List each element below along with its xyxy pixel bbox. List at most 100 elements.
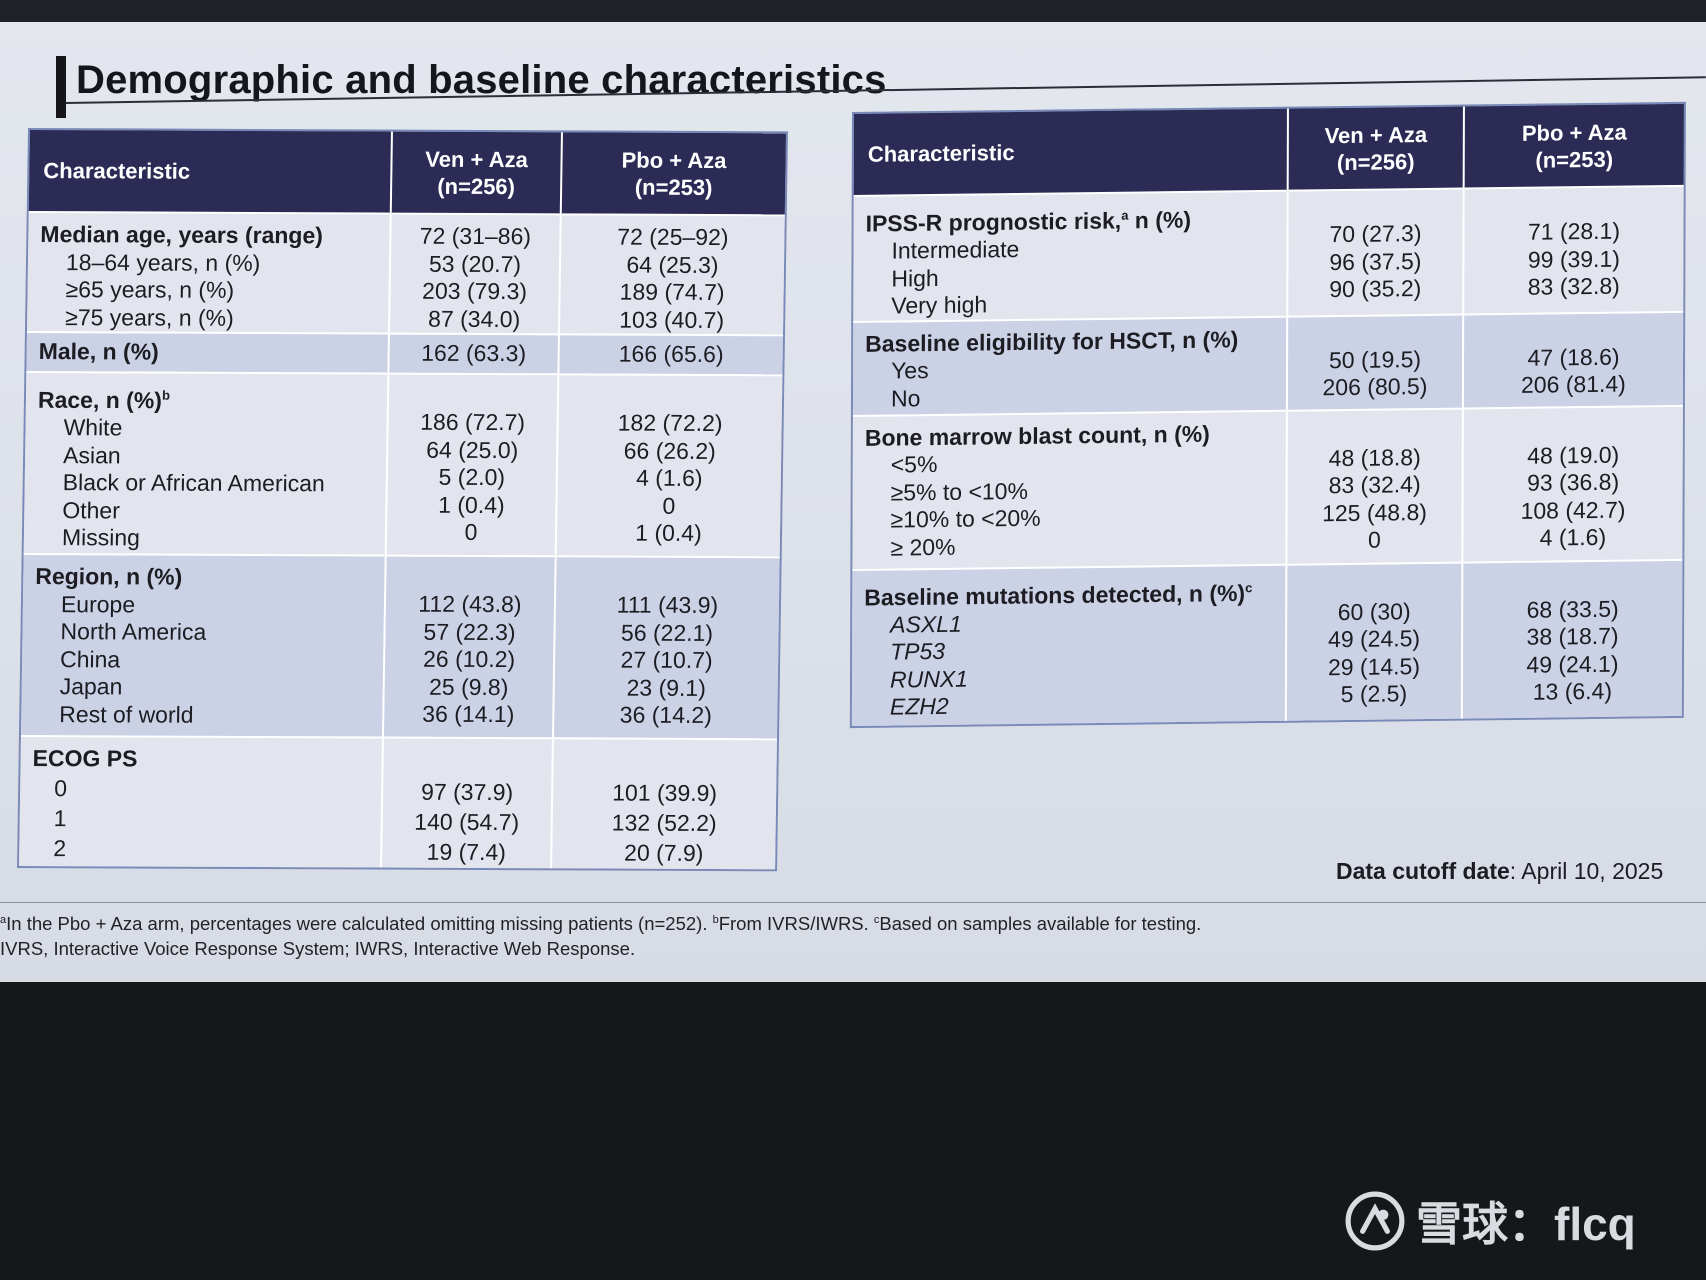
header-ven-aza: Ven + Aza (n=256)	[1287, 106, 1464, 191]
cell-value: 132 (52.2)	[611, 809, 717, 837]
row-label: Very high	[891, 291, 988, 319]
cell-value: 0	[1367, 526, 1381, 553]
cell-value: 19 (7.4)	[426, 838, 507, 866]
cell-value: 182 (72.2)	[617, 409, 723, 437]
cell-value: 68 (33.5)	[1526, 595, 1619, 623]
row-label: 2	[53, 834, 67, 861]
ipss-label-suffix: n (%)	[1128, 206, 1192, 234]
row-label: No	[890, 384, 921, 412]
section-label-ipss: IPSS-R prognostic risk,a n (%)	[866, 200, 1287, 238]
row-label: ≥75 years, n (%)	[65, 303, 234, 331]
cell-value: 23 (9.1)	[626, 674, 707, 701]
row-label: Europe	[60, 590, 136, 617]
footnote-divider	[0, 902, 1706, 903]
mutations-label-text: Baseline mutations detected, n (%)	[864, 579, 1246, 611]
row-label: North America	[60, 618, 207, 645]
cell-value: 29 (14.5)	[1327, 652, 1421, 680]
footnote-marker: a	[0, 914, 7, 926]
footnotes: aIn the Pbo + Aza arm, percentages were …	[0, 908, 1201, 961]
cell-value: 66 (26.2)	[623, 437, 716, 464]
cell-value: 13 (6.4)	[1532, 677, 1613, 705]
section-ipss: IPSS-R prognostic risk,a n (%) Intermedi…	[853, 185, 1684, 322]
cell-value: 4 (1.6)	[635, 464, 703, 491]
demographics-table: Characteristic Ven + Aza (n=256) Pbo + A…	[17, 128, 788, 872]
cell-value: 4 (1.6)	[1539, 523, 1607, 551]
cell-value: 206 (80.5)	[1322, 373, 1428, 401]
row-label: ≥ 20%	[890, 533, 956, 561]
cell-value: 203 (79.3)	[421, 277, 528, 305]
row-label: 0	[54, 774, 68, 801]
cell-value: 206 (81.4)	[1520, 370, 1626, 399]
cell-value: 72 (25–92)	[617, 223, 729, 251]
row-label: ≥65 years, n (%)	[65, 276, 235, 303]
row-label: Other	[62, 496, 121, 524]
header-pbo-aza-n: (n=253)	[1535, 146, 1614, 173]
cutoff-label: Data cutoff date	[1336, 858, 1510, 884]
footnote-text: Based on samples available for testing.	[879, 913, 1202, 935]
header-ven-aza-n: (n=256)	[1336, 148, 1415, 175]
section-blast: Bone marrow blast count, n (%) <5% ≥5% t…	[852, 405, 1683, 570]
cell-value: 49 (24.5)	[1328, 625, 1421, 653]
cell-value: 162 (63.3)	[388, 333, 559, 375]
cell-value: 5 (2.0)	[438, 463, 506, 491]
footnote-text: In the Pbo + Aza arm, percentages were c…	[6, 913, 713, 935]
row-label: 18–64 years, n (%)	[65, 248, 261, 276]
section-label-region: Region, n (%)	[35, 563, 183, 590]
cell-value: 1 (0.4)	[635, 519, 702, 546]
cell-value: 125 (48.8)	[1322, 498, 1428, 526]
row-label: Rest of world	[59, 700, 194, 728]
row-label: Japan	[59, 673, 123, 700]
section-male: Male, n (%) 162 (63.3) 166 (65.6)	[26, 331, 783, 376]
cell-value: 20 (7.9)	[623, 839, 704, 866]
footnote-line-1: aIn the Pbo + Aza arm, percentages were …	[0, 908, 1201, 936]
header-ven-aza: Ven + Aza (n=256)	[390, 131, 562, 215]
row-label: EZH2	[889, 693, 949, 720]
section-label-male: Male, n (%)	[38, 338, 160, 365]
cell-value: 111 (43.9)	[616, 591, 719, 619]
race-label-text: Race, n (%)	[37, 386, 163, 414]
row-label: Asian	[62, 441, 121, 469]
section-label-race: Race, n (%)b	[38, 381, 387, 416]
cell-value: 108 (42.7)	[1520, 496, 1626, 524]
watermark-text: 雪球：flcq	[1416, 1198, 1636, 1250]
cell-value: 0	[464, 518, 478, 545]
cell-value: 53 (20.7)	[428, 250, 522, 277]
header-characteristic: Characteristic	[853, 108, 1288, 196]
header-pbo-aza-label: Pbo + Aza	[621, 147, 727, 173]
cell-value: 189 (74.7)	[619, 278, 725, 306]
projector-top-edge	[0, 0, 1706, 22]
header-pbo-aza-label: Pbo + Aza	[1521, 119, 1627, 146]
cell-value: 70 (27.3)	[1329, 220, 1422, 248]
title-accent-bar	[56, 56, 66, 118]
cell-value: 90 (35.2)	[1329, 275, 1422, 303]
header-characteristic: Characteristic	[28, 130, 392, 214]
footnote-text: From IVRS/IWRS.	[718, 913, 874, 935]
cell-value: 49 (24.1)	[1526, 650, 1619, 678]
cell-value: 1 (0.4)	[437, 491, 505, 518]
cell-value: 47 (18.6)	[1527, 343, 1620, 371]
cutoff-value: : April 10, 2025	[1509, 858, 1664, 884]
cell-value: 50 (19.5)	[1329, 345, 1422, 373]
row-label: Missing	[61, 524, 141, 551]
section-label-mutations: Baseline mutations detected, n (%)c	[864, 573, 1285, 611]
footnote-marker: b	[161, 387, 171, 403]
cell-value: 103 (40.7)	[619, 306, 725, 333]
header-ven-aza-n: (n=256)	[437, 173, 516, 199]
xueqiu-logo-icon	[1345, 1191, 1405, 1251]
header-pbo-aza: Pbo + Aza (n=253)	[560, 132, 786, 216]
cell-value: 27 (10.7)	[620, 646, 713, 673]
cell-value: 56 (22.1)	[620, 619, 714, 646]
cell-value: 101 (39.9)	[612, 779, 718, 807]
section-race: Race, n (%)b White Asian Black or Africa…	[23, 371, 783, 558]
header-ven-aza-label: Ven + Aza	[425, 146, 529, 172]
footnote-marker: a	[1121, 207, 1129, 223]
cell-value: 96 (37.5)	[1329, 247, 1422, 275]
cell-value: 60 (30)	[1337, 597, 1411, 625]
header-pbo-aza-n: (n=253)	[634, 174, 713, 200]
cell-value: 72 (31–86)	[419, 222, 532, 250]
section-label-hsct: Baseline eligibility for HSCT, n (%)	[865, 325, 1239, 357]
cell-value: 26 (10.2)	[422, 645, 516, 673]
footnote-line-2: IVRS, Interactive Voice Response System;…	[0, 938, 636, 960]
table-header-row: Characteristic Ven + Aza (n=256) Pbo + A…	[853, 103, 1684, 196]
cell-value: 25 (9.8)	[428, 673, 509, 700]
